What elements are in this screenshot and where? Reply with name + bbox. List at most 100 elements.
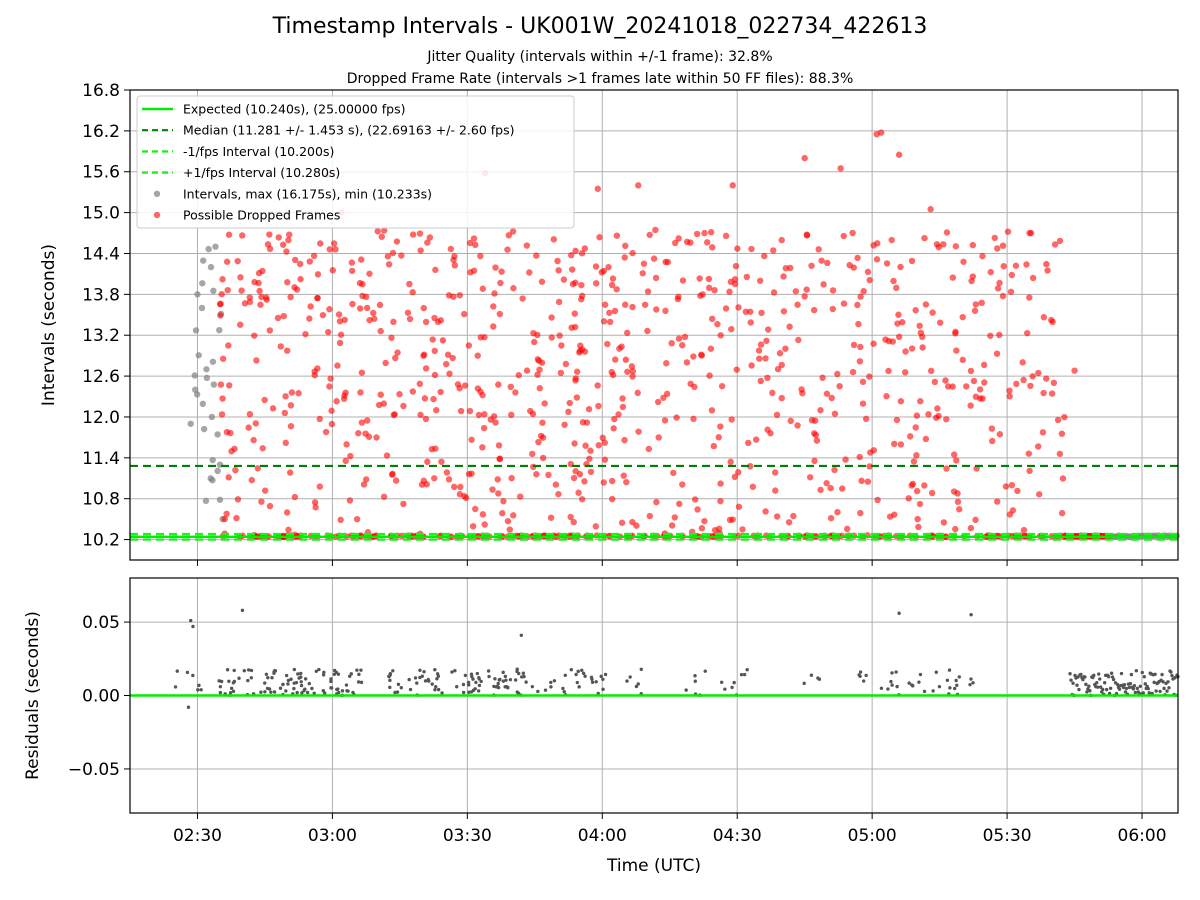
dropped-frame-point	[653, 498, 660, 506]
dropped-frame-point	[994, 245, 1001, 252]
dropped-frame-point	[219, 395, 226, 402]
dropped-frame-point	[756, 355, 763, 362]
residual-point	[467, 683, 471, 687]
residual-point	[305, 690, 310, 695]
residual-point	[1138, 684, 1143, 689]
dropped-frame-point	[481, 521, 488, 528]
dropped-frame-point	[664, 258, 672, 266]
dropped-frame-point	[353, 515, 361, 523]
dropped-frame-point	[894, 320, 901, 327]
dropped-frame-point	[538, 278, 546, 285]
dropped-frame-point	[722, 232, 730, 240]
residual-point	[237, 676, 241, 680]
dropped-frame-point	[426, 234, 434, 241]
residual-point	[907, 681, 911, 685]
dropped-frame-point	[819, 374, 826, 381]
residual-point	[477, 683, 482, 688]
residual-point	[581, 671, 586, 675]
dropped-frame-point	[745, 439, 752, 447]
interval-point	[209, 476, 216, 484]
dropped-frame-point	[266, 327, 274, 334]
dropped-frame-point	[890, 277, 897, 285]
dropped-frame-point	[874, 496, 881, 504]
dropped-frame-point	[1023, 261, 1030, 268]
chart-title: Timestamp Intervals - UK001W_20241018_02…	[272, 14, 928, 39]
dropped-frame-point	[261, 396, 268, 404]
interval-point	[194, 291, 201, 298]
dropped-frame-point	[506, 526, 513, 533]
dropped-frame-point	[815, 246, 822, 253]
dropped-frame-point	[536, 385, 543, 392]
dropped-frame-point	[582, 442, 589, 449]
residual-point	[968, 682, 972, 687]
y-tick-label: 13.8	[82, 285, 120, 305]
dropped-frame-point	[446, 370, 453, 377]
residual-point	[289, 677, 293, 681]
residual-point	[415, 681, 419, 685]
dropped-frame-point	[604, 340, 611, 348]
dropped-frame-point	[587, 447, 594, 454]
dropped-frame-point	[557, 369, 565, 377]
dropped-frame-point	[1024, 329, 1031, 337]
residual-point	[310, 686, 314, 691]
dropped-frame-point	[541, 400, 548, 407]
dropped-frame-point	[581, 478, 588, 485]
dropped-frame-point	[728, 325, 735, 333]
dropped-frame-point	[994, 285, 1002, 292]
dropped-frame-point	[1014, 487, 1021, 495]
dropped-frame-point	[1040, 389, 1047, 397]
residual-point	[552, 679, 557, 683]
residual-point	[270, 676, 274, 680]
residual-point	[969, 613, 973, 617]
residual-point	[427, 679, 431, 683]
residual-point	[897, 611, 901, 615]
dropped-frame-point	[357, 389, 364, 396]
dropped-frame-point	[225, 231, 233, 238]
dropped-frame-point	[987, 268, 994, 276]
dropped-frame-point	[731, 473, 739, 481]
dropped-frame-point	[504, 517, 512, 525]
dropped-frame-point	[972, 516, 979, 524]
residual-point	[307, 681, 312, 686]
interval-point	[198, 304, 206, 312]
dropped-frame-point	[302, 330, 309, 338]
dropped-frame-point	[269, 405, 277, 412]
dropped-frame-point	[366, 316, 373, 324]
dropped-frame-point	[392, 354, 399, 362]
dropped-frame-point	[999, 292, 1007, 300]
dropped-frame-point	[987, 332, 994, 339]
residual-point	[1131, 687, 1136, 691]
residual-point	[388, 678, 392, 683]
dropped-frame-point	[996, 331, 1003, 339]
dropped-frame-point	[326, 383, 333, 390]
dropped-frame-point	[326, 306, 333, 313]
residual-point	[266, 675, 270, 680]
residual-point	[1099, 685, 1103, 689]
residual-point	[232, 679, 237, 684]
dropped-frame-point	[517, 493, 524, 500]
dropped-frame-point	[466, 239, 474, 247]
dropped-frame-point	[858, 477, 865, 485]
dropped-frame-point	[246, 410, 254, 418]
dropped-frame-point	[691, 383, 698, 391]
dropped-frame-point	[225, 342, 232, 349]
residual-point	[479, 679, 483, 684]
dropped-frame-point	[836, 383, 843, 390]
dropped-frame-point	[717, 423, 724, 430]
dropped-frame-point	[618, 519, 626, 526]
legend-box	[136, 95, 575, 229]
dropped-frame-point	[581, 245, 589, 252]
dropped-frame-point	[963, 383, 970, 390]
dropped-frame-point	[359, 281, 366, 288]
dropped-frame-point	[341, 316, 348, 324]
dropped-frame-point	[827, 514, 835, 522]
dropped-frame-point	[794, 422, 801, 429]
dropped-frame-point	[592, 263, 600, 270]
dropped-frame-point	[1035, 369, 1042, 377]
dropped-frame-point	[1025, 450, 1032, 457]
dropped-frame-point	[572, 247, 579, 255]
dropped-frame-point	[909, 480, 917, 488]
dropped-frame-point	[824, 259, 831, 267]
residual-point	[300, 691, 304, 695]
